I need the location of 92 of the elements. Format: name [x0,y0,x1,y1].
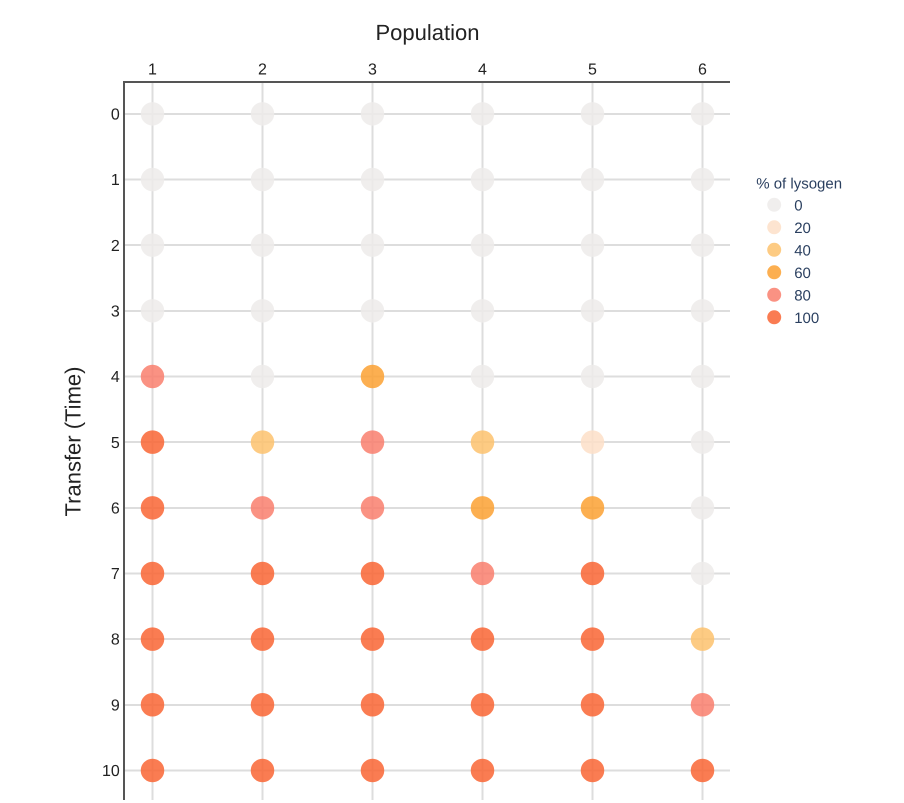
point [470,299,494,323]
point [690,430,714,454]
x-tick-label: 1 [148,62,158,79]
point [140,430,164,454]
point [470,627,494,651]
point [690,364,714,388]
x-tick-label: 6 [698,62,708,79]
point [580,364,604,388]
point [690,627,714,651]
point [360,233,384,257]
point [250,430,274,454]
point [580,562,604,586]
legend-title: % of lysogen [756,176,842,193]
point [360,693,384,717]
point [140,627,164,651]
point [580,627,604,651]
point [250,102,274,126]
point [580,233,604,257]
point [470,364,494,388]
y-tick-label: 8 [110,632,120,649]
point [470,562,494,586]
x-tick-label: 5 [588,62,598,79]
point [360,562,384,586]
x-axis-title: Population [376,20,480,45]
point [360,168,384,192]
point [580,102,604,126]
y-tick-label: 4 [110,369,120,386]
point [690,562,714,586]
point [470,758,494,782]
point [360,496,384,520]
point [360,627,384,651]
legend-label: 40 [794,242,811,260]
y-tick-label: 7 [110,566,120,584]
point [140,693,164,717]
point [470,233,494,257]
point [250,364,274,388]
point [580,430,604,454]
point [250,562,274,586]
point [690,233,714,257]
point [360,299,384,323]
x-tick-label: 2 [258,62,268,79]
legend-label: 20 [794,220,811,238]
point [250,168,274,192]
point [580,693,604,717]
point [140,364,164,388]
legend-label: 0 [794,198,803,215]
point [250,627,274,651]
x-tick-label: 4 [478,62,488,79]
point [690,496,714,520]
y-axis-title: Transfer (Time) [60,366,86,516]
point [690,102,714,126]
y-tick-label: 10 [102,763,120,780]
point [360,364,384,388]
x-tick-label: 3 [368,62,378,79]
point [580,168,604,192]
point [470,496,494,520]
point [140,562,164,586]
point [360,102,384,126]
point [690,758,714,782]
y-tick-label: 3 [110,303,120,320]
point [140,758,164,782]
point [140,102,164,126]
point [140,299,164,323]
point [140,496,164,520]
point [250,233,274,257]
point [470,430,494,454]
point [580,299,604,323]
point [250,693,274,717]
point [470,168,494,192]
y-tick-label: 0 [110,106,120,124]
point [250,496,274,520]
point [690,168,714,192]
y-tick-label: 6 [110,500,120,518]
point [580,496,604,520]
point [690,693,714,717]
point [360,758,384,782]
y-tick-label: 2 [110,238,120,255]
point [250,299,274,323]
point [250,758,274,782]
legend-label: 80 [794,288,811,305]
point [470,102,494,126]
point [580,758,604,782]
point [470,693,494,717]
legend-label: 60 [794,265,811,282]
point [140,168,164,192]
y-tick-label: 5 [110,434,120,452]
y-tick-label: 9 [110,697,120,714]
point [360,430,384,454]
y-tick-label: 1 [110,172,120,190]
point [140,233,164,257]
legend-label: 100 [794,310,820,328]
point [690,299,714,323]
